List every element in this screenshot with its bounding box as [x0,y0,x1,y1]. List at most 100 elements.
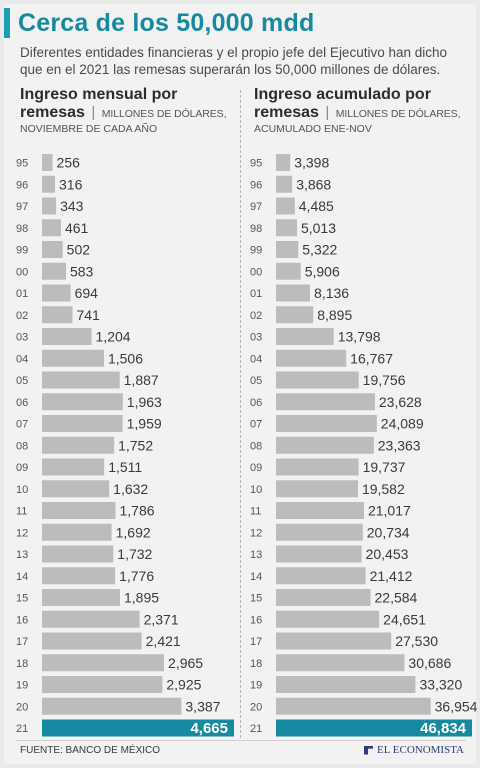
monthly-bar [42,306,73,324]
monthly-panel-units: MILLONES DE DÓLARES, [101,108,227,120]
monthly-bar [42,458,105,476]
cumulative-value-label: 24,651 [383,611,426,627]
monthly-value-label: 256 [57,155,81,171]
monthly-value-label: 461 [65,220,89,236]
cumulative-year-label: 00 [250,266,262,278]
panel-divider [240,90,241,738]
cumulative-bar [276,219,297,237]
monthly-year-label: 00 [16,266,28,278]
monthly-panel-note: NOVIEMBRE DE CADA AÑO [20,123,158,135]
cumulative-bar [276,632,392,650]
monthly-year-label: 07 [16,419,28,431]
cumulative-bar [276,567,366,585]
cumulative-year-label: 14 [250,571,262,583]
monthly-bar [42,284,71,302]
cumulative-value-label: 13,798 [338,329,381,345]
cumulative-year-label: 15 [250,593,262,605]
monthly-year-label: 03 [16,332,28,344]
monthly-value-label: 1,776 [119,568,154,584]
monthly-value-label: 316 [59,176,83,192]
monthly-year-label: 95 [16,158,28,170]
cumulative-year-label: 20 [250,701,262,713]
monthly-year-label: 16 [16,614,28,626]
monthly-bar [42,589,120,606]
monthly-bar [42,523,112,541]
monthly-bar [42,349,104,367]
monthly-bar [42,154,53,171]
cumulative-bar [276,349,347,367]
monthly-value-label: 343 [60,198,84,214]
cumulative-value-label: 21,412 [370,568,413,584]
cumulative-value-label: 16,767 [350,350,393,366]
cumulative-year-label: 03 [250,332,262,344]
monthly-bar [42,502,116,519]
cumulative-value-label: 46,834 [420,720,467,737]
monthly-bar [42,197,57,215]
monthly-year-label: 15 [16,593,28,605]
cumulative-bar [276,458,359,476]
monthly-year-label: 96 [16,179,28,191]
cumulative-bar [276,262,301,280]
monthly-year-label: 99 [16,245,28,257]
cumulative-year-label: 06 [250,397,262,409]
cumulative-value-label: 21,017 [368,503,411,519]
cumulative-year-label: 08 [250,440,262,452]
monthly-bar [42,676,163,693]
monthly-panel-header: Ingreso mensual por remesas | MILLONES D… [20,86,250,136]
cumulative-bar [276,371,359,389]
cumulative-value-label: 33,320 [419,677,462,693]
monthly-value-label: 1,786 [120,503,155,519]
cumulative-value-label: 19,756 [363,372,406,388]
cumulative-year-label: 10 [250,484,262,496]
cumulative-value-label: 5,322 [302,242,337,258]
cumulative-panel-separator: | [325,104,330,121]
monthly-remittances-chart: 95 256 96 316 97 343 98 461 99 502 00 583 01 694 02 741… [16,154,234,737]
monthly-value-label: 502 [67,242,91,258]
monthly-year-label: 11 [16,506,27,518]
page-title: Cerca de los 50,000 mdd [18,8,315,37]
monthly-value-label: 583 [70,263,94,279]
monthly-bar [42,654,164,672]
monthly-bar [42,241,63,258]
cumulative-bar [276,654,405,672]
monthly-value-label: 1,959 [127,416,162,432]
monthly-year-label: 09 [16,462,28,474]
monthly-year-label: 21 [16,723,28,735]
cumulative-value-label: 20,734 [367,524,410,540]
cumulative-bar [276,480,358,498]
title-accent-bar [4,8,10,38]
cumulative-year-label: 02 [250,310,262,322]
cumulative-value-label: 27,530 [395,633,438,649]
monthly-value-label: 1,732 [117,546,152,562]
cumulative-bar [276,589,371,606]
cumulative-remittances-chart: 95 3,398 96 3,868 97 4,485 98 5,013 99 5,322 00 5,9… [250,154,478,737]
monthly-year-label: 17 [16,636,28,648]
monthly-panel-title-bold: remesas [20,104,85,121]
cumulative-year-label: 99 [250,245,262,257]
footer-divider [16,740,466,741]
cumulative-bar [276,523,363,541]
monthly-year-label: 12 [16,527,28,539]
monthly-value-label: 1,895 [124,590,159,606]
monthly-value-label: 1,506 [108,350,143,366]
monthly-value-label: 1,692 [116,524,151,540]
monthly-bar [42,219,61,237]
cumulative-value-label: 36,954 [435,698,478,714]
cumulative-year-label: 95 [250,158,262,170]
monthly-year-label: 06 [16,397,28,409]
cumulative-value-label: 22,584 [375,590,418,606]
cumulative-bar [276,719,472,737]
cumulative-bar [276,697,431,715]
cumulative-value-label: 19,737 [363,459,406,475]
monthly-year-label: 04 [16,353,28,365]
monthly-value-label: 1,511 [108,459,142,475]
monthly-bar [42,480,110,498]
cumulative-bar [276,676,416,693]
monthly-year-label: 01 [16,288,28,300]
monthly-panel-title-line2: remesas | MILLONES DE DÓLARES, [20,104,250,123]
cumulative-year-label: 11 [250,506,261,518]
cumulative-year-label: 96 [250,179,262,191]
monthly-value-label: 4,665 [190,720,228,737]
cumulative-bar [276,436,374,454]
cumulative-bar [276,393,375,411]
